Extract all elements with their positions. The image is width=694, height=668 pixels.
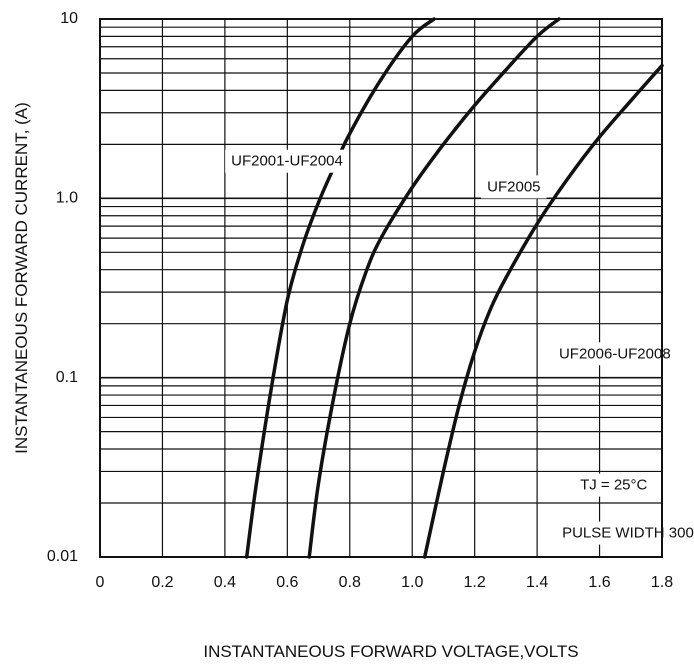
series-label-3-bg	[552, 342, 677, 366]
x-tick-label: 1.6	[588, 574, 610, 591]
annotation-1-bg	[574, 473, 654, 497]
x-axis-label: INSTANTANEOUS FORWARD VOLTAGE,VOLTS	[203, 642, 578, 661]
series-label-2: UF2005	[487, 178, 540, 195]
y-tick-label: 10	[60, 10, 78, 27]
series-label-1: UF2001-UF2004	[231, 153, 343, 170]
series-line-3	[422, 63, 664, 559]
x-tick-labels: 0 0.2 0.4 0.6 0.8 1.0 1.2 1.4 1.6 1.8	[96, 574, 674, 591]
annotation-2: PULSE WIDTH 300us	[562, 525, 694, 542]
labels: UF2001-UF2004 UF2005 UF2006-UF2008 TJ = 25°…	[225, 149, 694, 545]
x-tick-label: 1.4	[526, 574, 548, 591]
series-label-1-bg	[225, 149, 349, 173]
x-tick-label: 0.2	[151, 574, 173, 591]
y-tick-labels: 0.01 0.1 1.0 10	[47, 10, 78, 565]
x-tick-label: 0.6	[276, 574, 298, 591]
curves	[244, 17, 664, 559]
plot-border	[99, 18, 663, 558]
grid	[100, 19, 662, 557]
x-tick-label: 1.8	[651, 574, 673, 591]
annotation-1: TJ = 25°C	[580, 477, 647, 494]
annotation-2-bg	[556, 521, 694, 545]
series-label-2-bg	[481, 175, 547, 199]
y-tick-label: 1.0	[56, 190, 78, 207]
y-tick-label: 0.01	[47, 548, 78, 565]
x-tick-label: 0	[96, 574, 105, 591]
series-line-2	[307, 17, 561, 559]
x-tick-label: 0.8	[339, 574, 361, 591]
x-tick-label: 1.2	[464, 574, 486, 591]
y-axis-label: INSTANTANEOUS FORWARD CURRENT, (A)	[12, 102, 31, 454]
y-tick-label: 0.1	[56, 369, 78, 386]
series-line-1	[244, 17, 436, 559]
x-tick-label: 0.4	[214, 574, 236, 591]
x-tick-label: 1.0	[401, 574, 423, 591]
series-label-3: UF2006-UF2008	[559, 345, 671, 362]
